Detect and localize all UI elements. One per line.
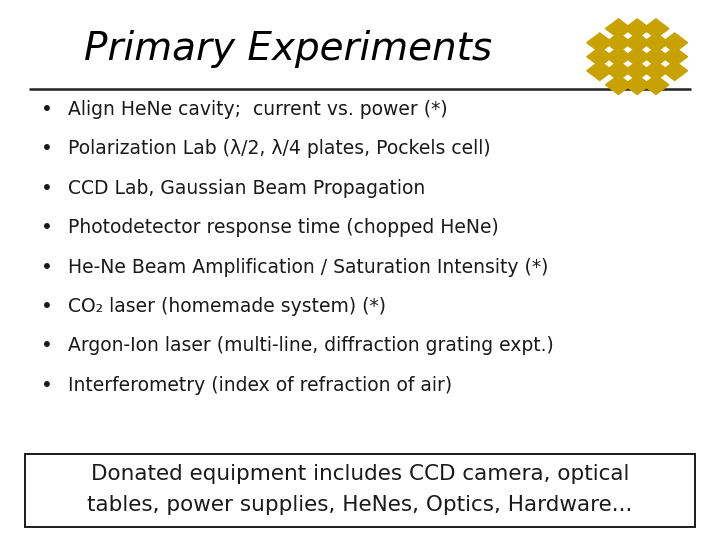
- Text: •: •: [41, 139, 53, 158]
- Polygon shape: [606, 75, 631, 94]
- Polygon shape: [624, 47, 650, 66]
- Polygon shape: [606, 61, 631, 80]
- Polygon shape: [662, 61, 688, 80]
- Polygon shape: [643, 61, 669, 80]
- Polygon shape: [587, 47, 613, 66]
- Polygon shape: [624, 33, 650, 52]
- Polygon shape: [662, 33, 688, 52]
- Text: Align HeNe cavity;  current vs. power (*): Align HeNe cavity; current vs. power (*): [68, 100, 448, 119]
- Text: •: •: [41, 376, 53, 395]
- Polygon shape: [662, 47, 688, 66]
- Polygon shape: [587, 61, 613, 80]
- Polygon shape: [606, 19, 631, 38]
- Text: Donated equipment includes CCD camera, optical: Donated equipment includes CCD camera, o…: [91, 464, 629, 484]
- Text: Interferometry (index of refraction of air): Interferometry (index of refraction of a…: [68, 376, 453, 395]
- Text: •: •: [41, 336, 53, 355]
- Text: •: •: [41, 179, 53, 198]
- Text: Photodetector response time (chopped HeNe): Photodetector response time (chopped HeN…: [68, 218, 499, 237]
- FancyBboxPatch shape: [25, 454, 695, 526]
- Text: •: •: [41, 297, 53, 316]
- Text: He-Ne Beam Amplification / Saturation Intensity (*): He-Ne Beam Amplification / Saturation In…: [68, 258, 549, 276]
- Text: •: •: [41, 218, 53, 237]
- Polygon shape: [624, 61, 650, 80]
- Text: Polarization Lab (λ/2, λ/4 plates, Pockels cell): Polarization Lab (λ/2, λ/4 plates, Pocke…: [68, 139, 491, 158]
- Polygon shape: [643, 47, 669, 66]
- Text: •: •: [41, 258, 53, 276]
- Text: •: •: [41, 100, 53, 119]
- Text: CCD Lab, Gaussian Beam Propagation: CCD Lab, Gaussian Beam Propagation: [68, 179, 426, 198]
- Text: CO₂ laser (homemade system) (*): CO₂ laser (homemade system) (*): [68, 297, 387, 316]
- Polygon shape: [624, 19, 650, 38]
- Polygon shape: [643, 33, 669, 52]
- Text: Argon-Ion laser (multi-line, diffraction grating expt.): Argon-Ion laser (multi-line, diffraction…: [68, 336, 554, 355]
- Polygon shape: [606, 47, 631, 66]
- Polygon shape: [606, 33, 631, 52]
- Polygon shape: [624, 75, 650, 94]
- Text: tables, power supplies, HeNes, Optics, Hardware...: tables, power supplies, HeNes, Optics, H…: [87, 495, 633, 515]
- Polygon shape: [587, 33, 613, 52]
- Polygon shape: [643, 75, 669, 94]
- Polygon shape: [643, 19, 669, 38]
- Text: Primary Experiments: Primary Experiments: [84, 30, 492, 68]
